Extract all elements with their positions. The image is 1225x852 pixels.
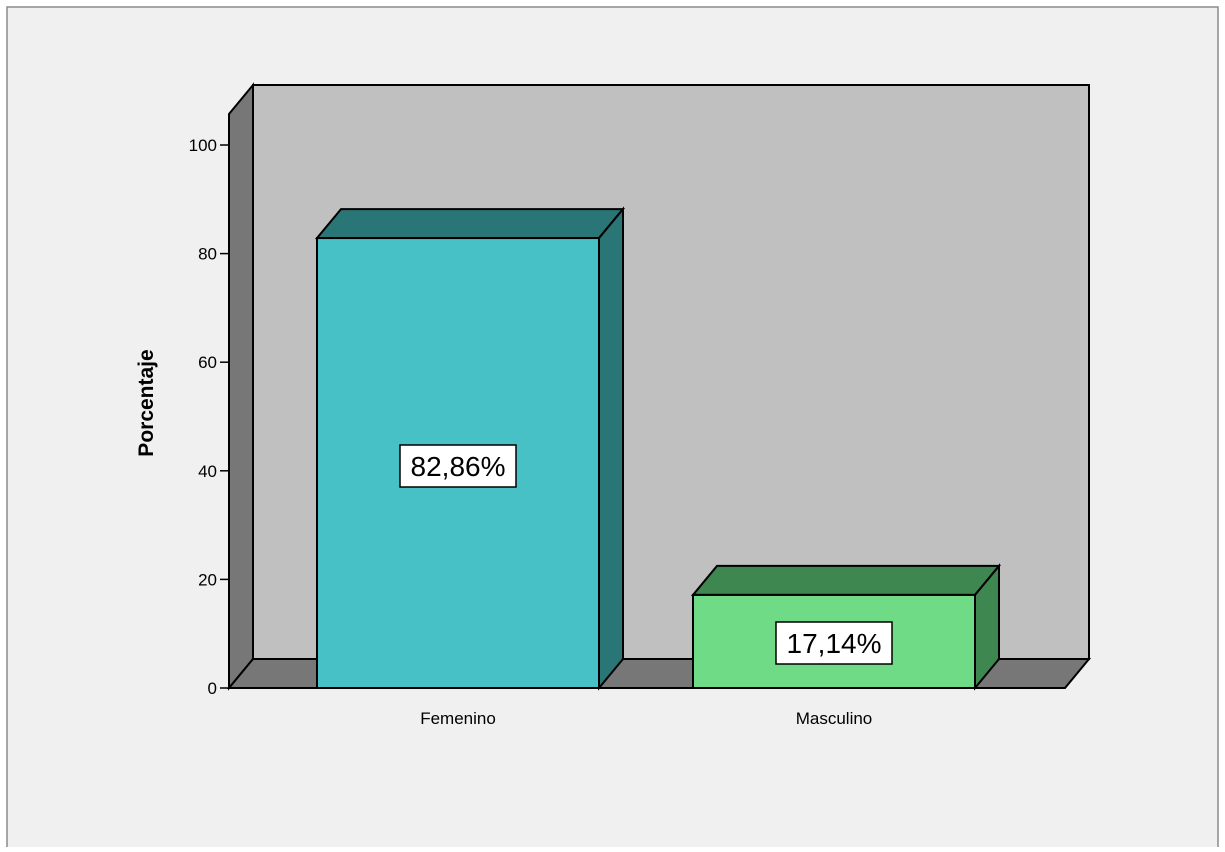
y-tick-label: 100 [189, 136, 217, 155]
x-tick-label: Femenino [420, 709, 496, 728]
y-tick-label: 20 [198, 570, 217, 589]
bar-femenino: 82,86% [314, 206, 626, 691]
data-label-box [775, 621, 893, 665]
y-tick-label: 40 [198, 462, 217, 481]
x-tick-label: Masculino [796, 709, 873, 728]
side-wall [228, 82, 254, 691]
data-label: 82,86% [411, 451, 506, 482]
y-tick-label: 0 [208, 679, 217, 698]
bar-top-face [314, 208, 626, 240]
y-tick-label: 60 [198, 353, 217, 372]
bar-top-face [690, 564, 1002, 596]
y-axis: 0 20 40 60 80 100 [189, 136, 229, 698]
data-label-box [399, 444, 517, 488]
x-axis-labels: Femenino Masculino [420, 709, 872, 728]
bar-side-face [598, 206, 624, 691]
y-axis-title: Porcentaje [135, 349, 158, 456]
bar-masculino: 17,14% [690, 563, 1002, 691]
y-tick-label: 80 [198, 245, 217, 264]
bars: 82,86% 17,14% [314, 206, 1002, 691]
data-label: 17,14% [787, 628, 882, 659]
